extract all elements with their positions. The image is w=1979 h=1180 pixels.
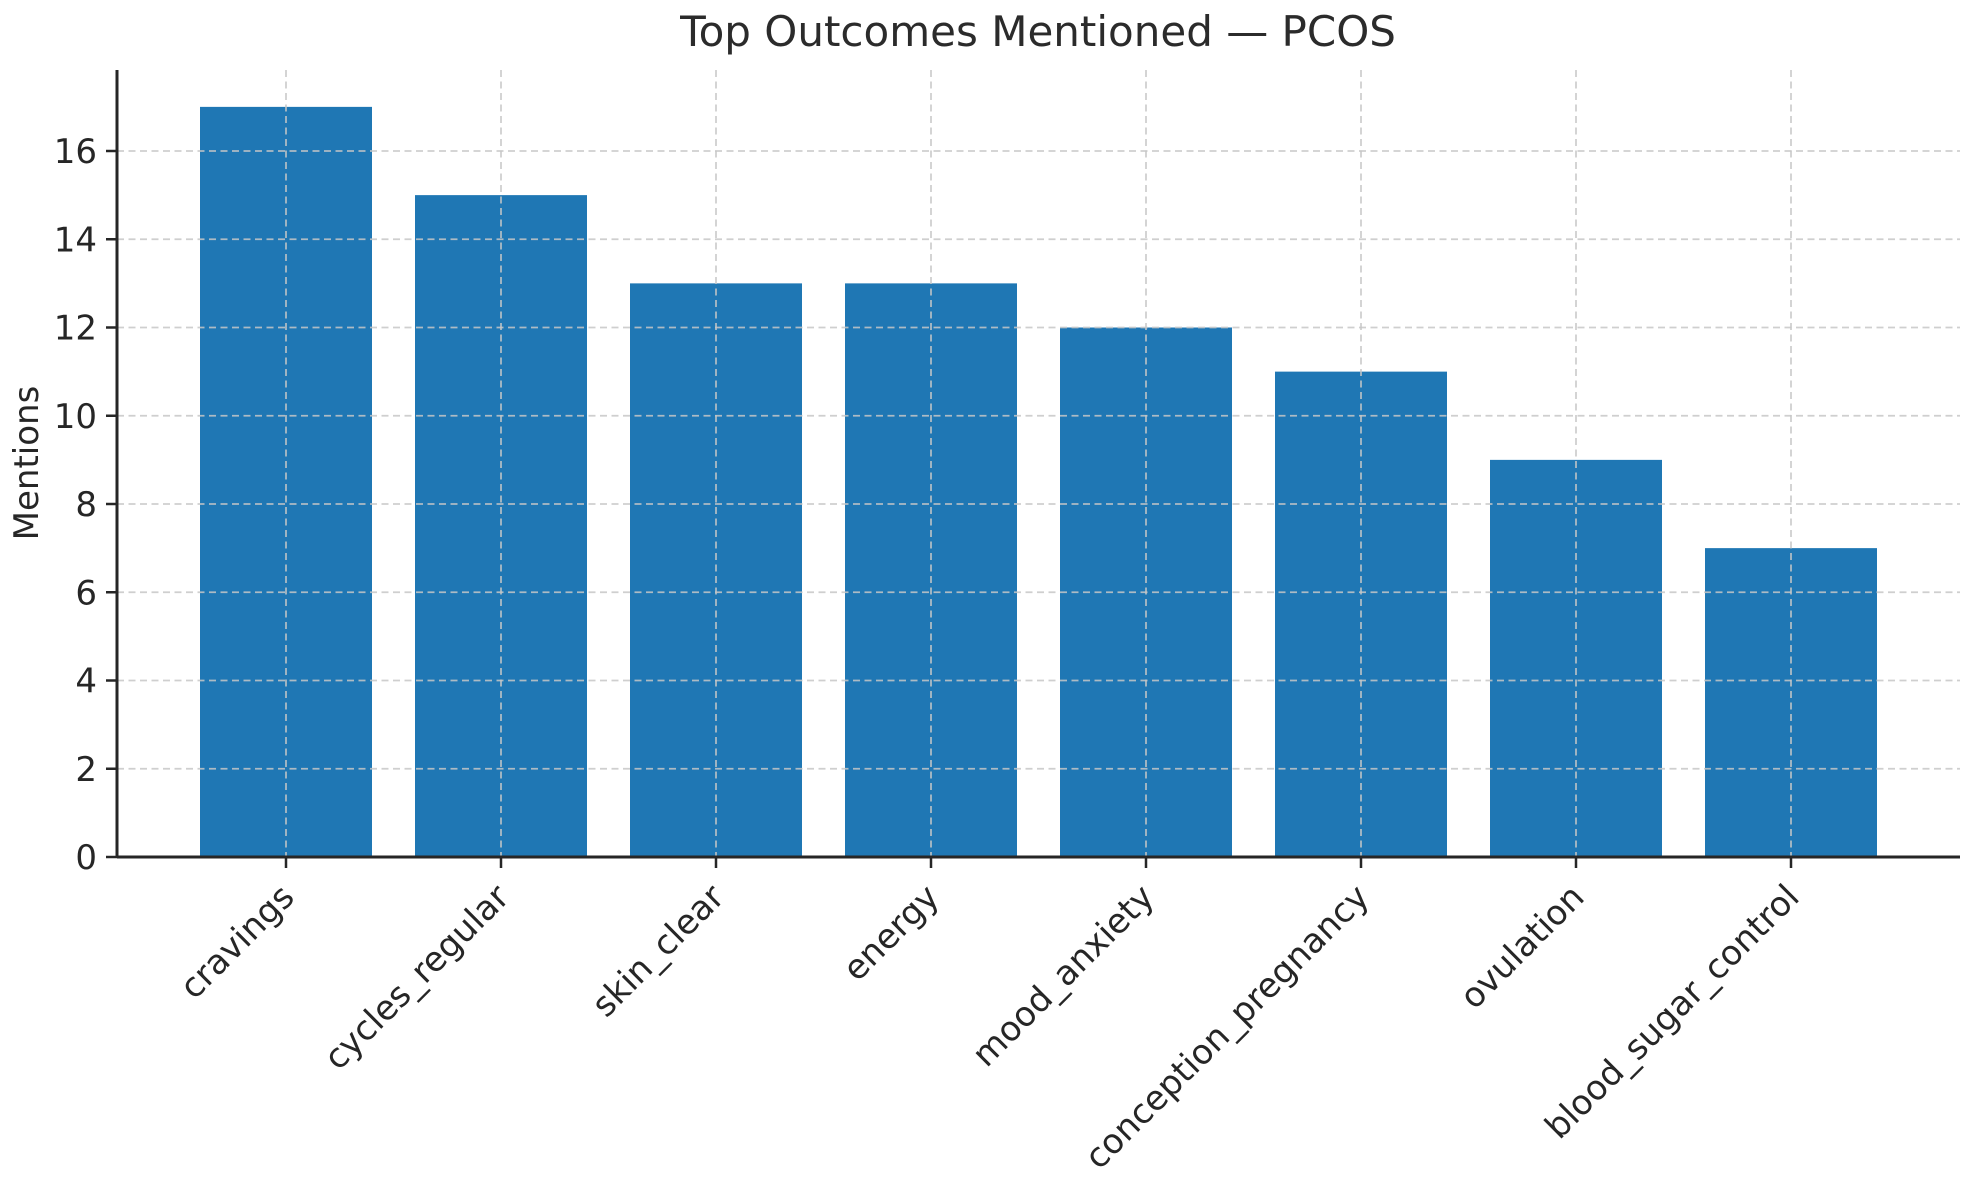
bars-layer xyxy=(200,106,1877,857)
y-tick-label-0: 0 xyxy=(75,838,97,878)
y-axis-label: Mentions xyxy=(7,386,47,541)
y-tick-label-4: 4 xyxy=(75,662,97,702)
y-tick-label-2: 2 xyxy=(75,750,97,790)
y-tick-label-6: 6 xyxy=(75,573,97,613)
y-tick-label-16: 16 xyxy=(54,132,97,172)
y-tick-label-14: 14 xyxy=(54,220,97,260)
x-tick-label-cravings: cravings xyxy=(172,877,302,1007)
grid-layer xyxy=(117,70,1960,857)
y-tick-label-12: 12 xyxy=(54,309,97,349)
x-tick-label-mood_anxiety: mood_anxiety xyxy=(965,877,1163,1075)
axes-layer xyxy=(115,70,1960,859)
x-tick-label-skin_clear: skin_clear xyxy=(584,877,732,1025)
y-tick-label-10: 10 xyxy=(54,397,97,437)
chart-title: Top Outcomes Mentioned — PCOS xyxy=(679,7,1396,56)
ticks-layer xyxy=(106,149,1793,868)
x-tick-label-energy: energy xyxy=(835,877,947,989)
x-tick-label-ovulation: ovulation xyxy=(1452,877,1592,1017)
y-tick-label-8: 8 xyxy=(75,485,97,525)
x-tick-label-cycles_regular: cycles_regular xyxy=(316,877,517,1078)
bar-cravings xyxy=(200,106,372,857)
